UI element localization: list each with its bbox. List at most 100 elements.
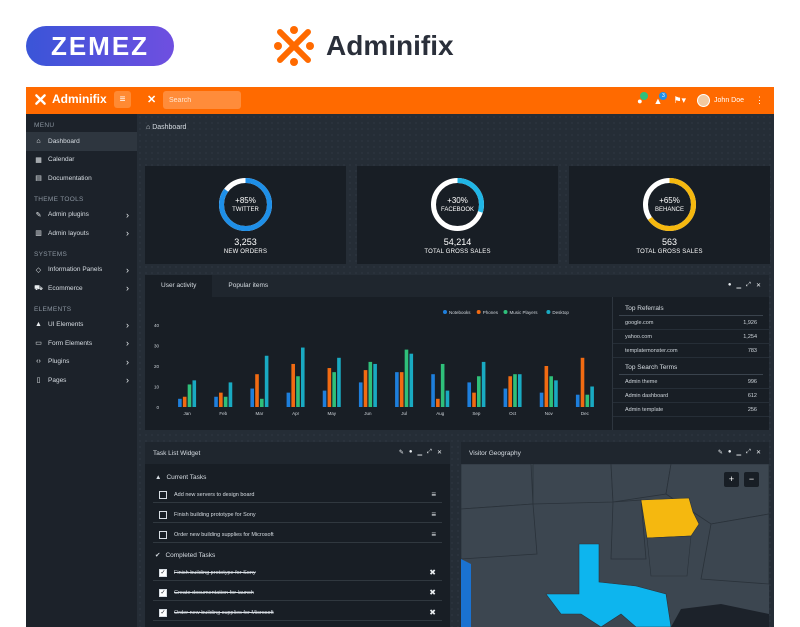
sidebar-item-plugins[interactable]: ‹› Plugins › bbox=[26, 353, 137, 372]
sidebar-item-ecommerce[interactable]: ⛟ Ecommerce › bbox=[26, 279, 137, 298]
list-item[interactable]: templatemonster.com 783 bbox=[613, 344, 769, 358]
task-text: Order new building supplies for Microsof… bbox=[174, 609, 274, 616]
current-task-item[interactable]: Order new building supplies for Microsof… bbox=[153, 527, 442, 543]
task-checkbox[interactable]: ✓ bbox=[159, 588, 167, 597]
collapse-icon[interactable]: ✕ bbox=[147, 94, 157, 106]
chart-bar bbox=[228, 382, 233, 407]
list-item[interactable]: Admin dashboard 612 bbox=[613, 389, 769, 403]
menu-toggle-button[interactable]: ≡ bbox=[114, 91, 131, 108]
close-icon[interactable]: ✕ bbox=[436, 450, 442, 456]
flag-icon[interactable]: ⚑▾ bbox=[673, 95, 687, 105]
legend-label: Music Players bbox=[510, 310, 539, 315]
x-tick-label: Feb bbox=[219, 411, 227, 416]
list-item[interactable]: google.com 1,926 bbox=[613, 316, 769, 330]
sidebar-item-ui-elements[interactable]: ▲ UI Elements › bbox=[26, 316, 137, 335]
current-tasks-heading: ▲ Current Tasks bbox=[145, 464, 450, 487]
remove-icon[interactable]: ✖ bbox=[429, 588, 436, 597]
chart-bar bbox=[549, 376, 553, 407]
brand-name: Adminifix bbox=[326, 30, 454, 61]
app-logo[interactable]: Adminifix bbox=[34, 92, 107, 106]
completed-task-item[interactable]: ✓ Finish building prototype for Sony ✖ bbox=[153, 565, 442, 581]
pin-icon[interactable]: ● bbox=[408, 449, 413, 455]
close-icon[interactable]: ✕ bbox=[755, 450, 761, 456]
adminifix-logo-icon bbox=[274, 26, 314, 66]
stat-value: 563 bbox=[661, 237, 678, 247]
stat-network: FACEBOOK bbox=[440, 207, 474, 213]
stat-percent: +65% bbox=[659, 196, 680, 205]
avatar bbox=[697, 94, 711, 107]
task-checkbox[interactable] bbox=[159, 490, 167, 499]
task-checkbox[interactable] bbox=[159, 510, 167, 519]
breadcrumb-dashboard[interactable]: Dashboard bbox=[152, 124, 187, 131]
y-tick-label: 40 bbox=[154, 323, 160, 328]
current-task-item[interactable]: Add new servers to design board ≡ bbox=[153, 487, 442, 503]
progress-ring bbox=[643, 178, 696, 231]
new-mexico-region bbox=[461, 559, 471, 627]
sidebar-item-documentation[interactable]: ▤ Documentation bbox=[26, 169, 137, 188]
us-map[interactable] bbox=[461, 464, 769, 627]
task-checkbox[interactable] bbox=[159, 530, 167, 539]
zoom-out-button[interactable]: − bbox=[744, 472, 759, 487]
remove-icon[interactable]: ✖ bbox=[429, 568, 436, 577]
completed-task-item[interactable]: ✓ Create documentation for launch ✖ bbox=[153, 585, 442, 601]
chart-bar bbox=[337, 357, 341, 407]
sidebar-item-dashboard[interactable]: ⌂ Dashboard bbox=[26, 132, 137, 151]
sidebar-item-calendar[interactable]: ▦ Calendar bbox=[26, 151, 137, 170]
settings-menu-icon[interactable]: ⋮ bbox=[755, 95, 764, 105]
sidebar-item-information-panels[interactable]: ◇ Information Panels › bbox=[26, 261, 137, 280]
minimize-icon[interactable]: ▁ bbox=[736, 283, 742, 289]
drag-handle-icon[interactable]: ≡ bbox=[431, 530, 436, 539]
edit-icon[interactable]: ✎ bbox=[717, 450, 723, 456]
completed-task-item[interactable]: ✓ Order new building supplies for Micros… bbox=[153, 605, 442, 621]
pin-icon[interactable]: ● bbox=[727, 282, 732, 288]
bell-icon: ▲ bbox=[155, 474, 162, 481]
expand-icon[interactable]: ⤢ bbox=[746, 449, 751, 455]
top-bar-actions: ● ▲ 3 ⚑▾ John Doe ⋮ bbox=[637, 87, 764, 114]
chart-bar bbox=[260, 398, 264, 407]
chart-bar bbox=[503, 388, 508, 407]
sidebar-item-label: Ecommerce bbox=[48, 284, 83, 292]
chart-bar bbox=[436, 398, 440, 407]
task-checkbox[interactable]: ✓ bbox=[159, 568, 167, 577]
sidebar-section-title: THEME TOOLS bbox=[34, 195, 84, 203]
list-item-label: Admin theme bbox=[625, 379, 658, 385]
chart-bar bbox=[255, 374, 259, 407]
zoom-in-button[interactable]: + bbox=[724, 472, 739, 487]
user-menu[interactable]: John Doe bbox=[697, 94, 744, 107]
bell-icon[interactable]: ▲ 3 bbox=[654, 91, 668, 106]
remove-icon[interactable]: ✖ bbox=[429, 608, 436, 617]
chart-bar bbox=[178, 398, 182, 407]
chart-bar bbox=[219, 392, 223, 407]
chart-bar bbox=[472, 392, 476, 407]
task-panel-controls: ✎ ● ▁ ⤢ ✕ bbox=[399, 449, 442, 456]
sidebar-item-label: Pages bbox=[48, 376, 67, 384]
list-item[interactable]: Admin template 256 bbox=[613, 403, 769, 417]
expand-icon[interactable]: ⤢ bbox=[427, 449, 432, 455]
edit-icon[interactable]: ✎ bbox=[398, 450, 404, 456]
sidebar-item-form-elements[interactable]: ▭ Form Elements › bbox=[26, 334, 137, 353]
chart-bar bbox=[399, 372, 404, 407]
y-tick-label: 10 bbox=[154, 385, 160, 390]
drag-handle-icon[interactable]: ≡ bbox=[431, 510, 436, 519]
notification-badge: 3 bbox=[659, 91, 668, 100]
stat-card-facebook: +30% FACEBOOK 54,214 TOTAL GROSS SALES bbox=[357, 166, 558, 264]
list-item[interactable]: Admin theme 996 bbox=[613, 375, 769, 389]
close-icon[interactable]: ✕ bbox=[755, 283, 761, 289]
minimize-icon[interactable]: ▁ bbox=[736, 450, 742, 456]
sidebar-item-pages[interactable]: ▯ Pages › bbox=[26, 371, 137, 390]
x-tick-label: Jul bbox=[401, 411, 407, 416]
sidebar-item-label: UI Elements bbox=[48, 321, 84, 329]
chat-icon[interactable]: ● bbox=[637, 91, 648, 106]
sidebar-item-admin-layouts[interactable]: ▥ Admin layouts › bbox=[26, 224, 137, 243]
list-item[interactable]: yahoo.com 1,254 bbox=[613, 330, 769, 344]
minimize-icon[interactable]: ▁ bbox=[417, 450, 423, 456]
task-checkbox[interactable]: ✓ bbox=[159, 608, 167, 617]
drag-handle-icon[interactable]: ≡ bbox=[431, 490, 436, 499]
sidebar-item-admin-plugins[interactable]: ✎ Admin plugins › bbox=[26, 206, 137, 225]
pin-icon[interactable]: ● bbox=[727, 449, 732, 455]
current-task-item[interactable]: Finish building prototype for Sony ≡ bbox=[153, 507, 442, 523]
search-input[interactable] bbox=[163, 91, 241, 109]
expand-icon[interactable]: ⤢ bbox=[746, 282, 751, 288]
tab-popular-items[interactable]: Popular items bbox=[228, 282, 269, 289]
tab-user-activity[interactable]: User activity bbox=[145, 275, 213, 297]
